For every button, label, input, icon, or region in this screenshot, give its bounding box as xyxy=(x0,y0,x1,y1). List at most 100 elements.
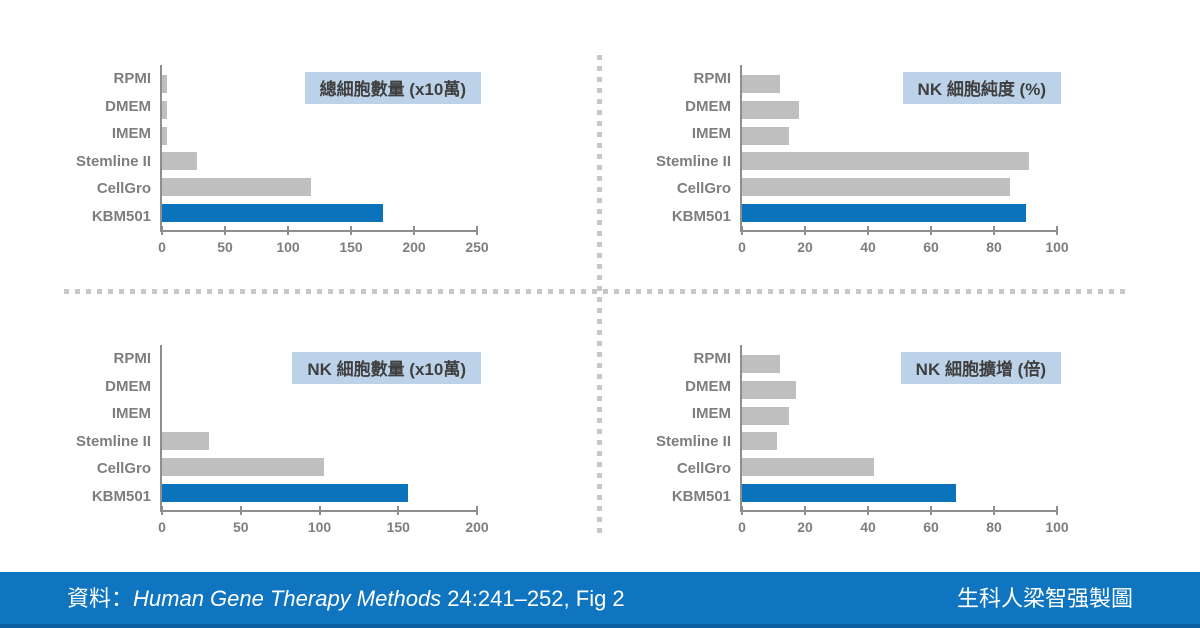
axis-tick xyxy=(993,506,995,515)
axis-tick xyxy=(397,506,400,515)
bar-row xyxy=(742,428,1057,454)
plot-area: 總細胞數量 (x10萬) 0 50 100 150 200 250 xyxy=(158,65,489,255)
bar-kbm501 xyxy=(742,204,1026,223)
axis-tick-label: 0 xyxy=(738,239,746,255)
category-label: Stemline II xyxy=(655,152,731,170)
bar-stemline-ii xyxy=(162,432,210,451)
axis-tick-label: 80 xyxy=(986,519,1002,535)
category-label: RPMI xyxy=(693,350,732,368)
axis-tick xyxy=(161,226,163,235)
source-journal: Human Gene Therapy Methods xyxy=(133,586,442,611)
bar-kbm501 xyxy=(742,484,957,503)
bar-dmem xyxy=(742,100,799,119)
category-label: DMEM xyxy=(105,377,151,395)
axis-tick xyxy=(224,226,226,235)
category-label: DMEM xyxy=(685,97,731,115)
axis-tick xyxy=(318,506,321,515)
category-label: RPMI xyxy=(113,70,152,88)
category-label: IMEM xyxy=(691,125,731,143)
axis-tick xyxy=(867,226,869,235)
bar-row xyxy=(742,351,1057,377)
chart-title: NK 細胞數量 (x10萬) xyxy=(292,352,481,384)
category-label: KBM501 xyxy=(91,207,151,225)
x-axis: 0 20 40 60 80 100 xyxy=(738,506,1069,538)
category-labels: RPMI DMEM IMEM Stemline II CellGro KBM501 xyxy=(635,65,740,230)
axis-tick xyxy=(804,506,806,515)
bar-stemline-ii xyxy=(162,152,198,171)
bar-kbm501 xyxy=(162,204,383,223)
category-label: RPMI xyxy=(693,70,732,88)
source-citation: 資料： Human Gene Therapy Methods 24:241–252… xyxy=(67,581,625,613)
credit-text: 生科人梁智强製圖 xyxy=(956,586,1133,611)
axis-tick-label: 200 xyxy=(402,239,426,255)
axis-tick-label: 0 xyxy=(158,239,166,255)
bar-rpmi xyxy=(742,354,780,373)
bar-row xyxy=(742,454,1057,480)
axis-tick-label: 60 xyxy=(923,519,939,535)
chart-nk-cell-count: RPMI DMEM IMEM Stemline II CellGro KBM501 NK … xyxy=(55,345,489,535)
axis-tick xyxy=(350,226,352,235)
bar-row xyxy=(742,403,1057,429)
bar-row xyxy=(162,71,477,97)
bar-row xyxy=(162,454,477,480)
axis-tick-label: 150 xyxy=(339,239,363,255)
bar-imem xyxy=(742,406,790,425)
axis-tick xyxy=(287,226,289,235)
axis-tick xyxy=(476,226,478,235)
category-label: CellGro xyxy=(676,460,731,478)
bar-row xyxy=(162,174,477,200)
axis-tick xyxy=(741,226,743,235)
axis-tick-label: 200 xyxy=(465,519,489,535)
axis-tick-label: 150 xyxy=(386,519,410,535)
axis-tick-label: 20 xyxy=(797,519,813,535)
category-label: RPMI xyxy=(113,350,152,368)
bar-cellgro xyxy=(742,458,875,477)
category-label: Stemline II xyxy=(75,152,151,170)
bar-row xyxy=(162,480,477,506)
bar-row xyxy=(162,200,477,226)
axis-tick xyxy=(161,506,163,515)
category-label: IMEM xyxy=(111,405,151,423)
axis-tick-label: 100 xyxy=(307,519,332,535)
bar-rpmi xyxy=(162,74,168,93)
axis-tick-label: 100 xyxy=(276,239,300,255)
category-label: KBM501 xyxy=(671,487,731,505)
bar-row xyxy=(162,428,477,454)
bars xyxy=(742,65,1057,230)
source-suffix: 24:241–252, Fig 2 xyxy=(441,586,625,611)
axis-tick-label: 100 xyxy=(1045,239,1069,255)
bar-dmem xyxy=(162,100,168,119)
plot-area: NK 細胞純度 (%) 0 20 40 60 80 100 xyxy=(738,65,1069,255)
vertical-dotted-divider xyxy=(597,55,602,538)
bar-kbm501 xyxy=(162,484,408,503)
plot-area: NK 細胞數量 (x10萬) 0 50 100 150 200 xyxy=(158,345,489,535)
bars xyxy=(162,345,477,510)
category-label: KBM501 xyxy=(91,487,151,505)
category-labels: RPMI DMEM IMEM Stemline II CellGro KBM501 xyxy=(55,65,160,230)
bar-imem xyxy=(162,126,168,145)
chart-title: NK 細胞純度 (%) xyxy=(902,72,1061,104)
axis-tick-label: 50 xyxy=(217,239,233,255)
bar-stemline-ii xyxy=(742,152,1029,171)
bar-imem xyxy=(742,126,790,145)
bar-row xyxy=(742,148,1057,174)
category-label: IMEM xyxy=(111,125,151,143)
bar-cellgro xyxy=(162,458,325,477)
axis-tick xyxy=(239,506,242,515)
category-label: KBM501 xyxy=(671,207,731,225)
plot-area: NK 細胞擴增 (倍) 0 20 40 60 80 100 xyxy=(738,345,1069,535)
bar-row xyxy=(742,123,1057,149)
axis-tick xyxy=(867,506,869,515)
category-label: DMEM xyxy=(105,97,151,115)
axis-tick-label: 80 xyxy=(986,239,1002,255)
axis-tick xyxy=(930,226,932,235)
chart-title: 總細胞數量 (x10萬) xyxy=(304,72,481,104)
axis-tick-label: 40 xyxy=(860,519,876,535)
bar-row xyxy=(162,403,477,429)
bar-row xyxy=(162,377,477,403)
category-label: CellGro xyxy=(96,460,151,478)
category-labels: RPMI DMEM IMEM Stemline II CellGro KBM501 xyxy=(55,345,160,510)
axis-tick-label: 20 xyxy=(797,239,813,255)
axis-tick-label: 40 xyxy=(860,239,876,255)
axis-tick xyxy=(804,226,806,235)
